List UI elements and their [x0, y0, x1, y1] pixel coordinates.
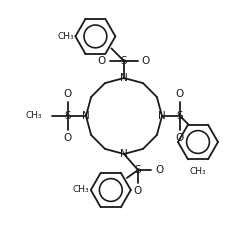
Text: CH₃: CH₃	[72, 186, 89, 194]
Text: O: O	[134, 186, 142, 196]
Text: N: N	[120, 149, 128, 159]
Text: O: O	[155, 165, 163, 175]
Text: CH₃: CH₃	[25, 111, 42, 121]
Text: N: N	[82, 111, 90, 121]
Text: CH₃: CH₃	[57, 32, 74, 41]
Text: S: S	[65, 111, 71, 121]
Text: N: N	[158, 111, 166, 121]
Text: N: N	[120, 73, 128, 83]
Text: O: O	[64, 89, 72, 99]
Text: O: O	[98, 56, 106, 66]
Text: O: O	[64, 133, 72, 143]
Text: S: S	[177, 111, 183, 121]
Text: S: S	[135, 165, 141, 175]
Text: O: O	[176, 89, 184, 99]
Text: O: O	[142, 56, 150, 66]
Text: S: S	[121, 56, 127, 66]
Text: CH₃: CH₃	[190, 168, 206, 176]
Text: O: O	[176, 133, 184, 143]
